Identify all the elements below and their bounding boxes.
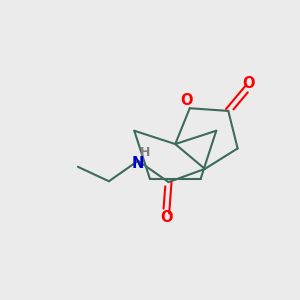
Text: O: O — [180, 93, 192, 108]
Text: H: H — [140, 146, 150, 159]
Text: N: N — [132, 156, 144, 171]
Text: O: O — [243, 76, 255, 91]
Text: O: O — [160, 210, 172, 225]
